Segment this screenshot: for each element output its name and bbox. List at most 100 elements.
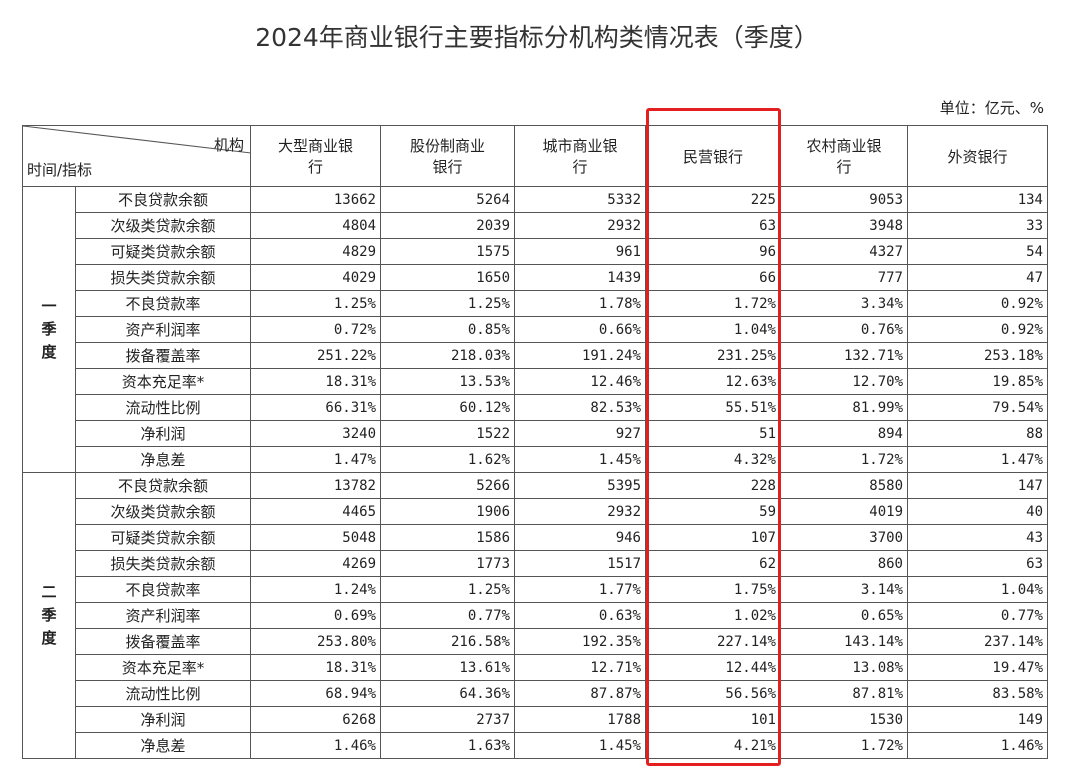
value-cell: 3240 bbox=[250, 420, 381, 447]
value-cell: 18.31% bbox=[250, 368, 381, 395]
value-cell: 3948 bbox=[780, 212, 908, 239]
column-header-text: 外资银行 bbox=[947, 147, 1008, 166]
value-cell: 19.85% bbox=[907, 368, 1048, 395]
value-cell: 88 bbox=[907, 420, 1048, 447]
value-cell: 961 bbox=[514, 238, 646, 265]
data-row: 资本充足率* 18.31% 13.53% 12.46% 12.63% 12.70% 19.8… bbox=[23, 368, 1048, 395]
column-header-text: 股份制商业银行 bbox=[410, 137, 486, 176]
column-header: 股份制商业银行 bbox=[380, 125, 515, 187]
data-row: 净利润 3240 1522 927 51 894 88 bbox=[23, 420, 1048, 447]
value-cell: 5264 bbox=[380, 186, 515, 213]
value-cell: 1.04% bbox=[907, 576, 1048, 603]
value-cell: 0.92% bbox=[907, 290, 1048, 317]
value-cell: 13782 bbox=[250, 472, 381, 499]
value-cell: 4829 bbox=[250, 238, 381, 265]
indicator: 资产利润率 bbox=[75, 316, 251, 343]
indicator-table: 机构 时间/指标 大型商业银行 股份制商业银行 城市商业银行 民营银行 农村商业银行 外资银行… bbox=[22, 125, 1048, 759]
value-cell: 1.45% bbox=[514, 732, 646, 759]
group-label: 二季度 bbox=[41, 582, 57, 648]
column-header: 农村商业银行 bbox=[780, 125, 908, 187]
value-cell: 149 bbox=[907, 706, 1048, 733]
value-cell: 13.08% bbox=[780, 654, 908, 681]
value-cell: 253.18% bbox=[907, 342, 1048, 369]
value-cell: 5048 bbox=[250, 524, 381, 551]
value-cell: 4269 bbox=[250, 550, 381, 577]
column-header-text: 民营银行 bbox=[682, 147, 743, 166]
value-cell: 68.94% bbox=[250, 680, 381, 707]
value-cell: 1575 bbox=[380, 238, 515, 265]
data-row: 流动性比例 66.31% 60.12% 82.53% 55.51% 81.99% 79.54… bbox=[23, 394, 1048, 421]
indicator: 不良贷款余额 bbox=[75, 472, 251, 499]
value-cell: 2737 bbox=[380, 706, 515, 733]
value-cell: 8580 bbox=[780, 472, 908, 499]
value-cell: 1.78% bbox=[514, 290, 646, 317]
indicator: 损失类贷款余额 bbox=[75, 550, 251, 577]
value-cell: 1773 bbox=[380, 550, 515, 577]
indicator: 流动性比例 bbox=[75, 680, 251, 707]
value-cell: 13.61% bbox=[380, 654, 515, 681]
unit-label: 单位：亿元、% bbox=[939, 99, 1044, 117]
value-cell: 1517 bbox=[514, 550, 646, 577]
value-cell: 1522 bbox=[380, 420, 515, 447]
value-cell: 1788 bbox=[514, 706, 646, 733]
value-cell: 147 bbox=[907, 472, 1048, 499]
value-cell: 894 bbox=[780, 420, 908, 447]
group-label: 一季度 bbox=[41, 296, 57, 362]
value-cell: 3700 bbox=[780, 524, 908, 551]
indicator: 净利润 bbox=[75, 420, 251, 447]
value-cell: 1.62% bbox=[380, 446, 515, 473]
value-cell: 4029 bbox=[250, 264, 381, 291]
indicator: 资产利润率 bbox=[75, 602, 251, 629]
value-cell: 96 bbox=[645, 238, 781, 265]
value-cell: 4019 bbox=[780, 498, 908, 525]
title: 2024年商业银行主要指标分机构类情况表（季度） bbox=[255, 23, 819, 52]
value-cell: 107 bbox=[645, 524, 781, 551]
value-cell: 860 bbox=[780, 550, 908, 577]
value-cell: 1.02% bbox=[645, 602, 781, 629]
value-cell: 2932 bbox=[514, 498, 646, 525]
value-cell: 777 bbox=[780, 264, 908, 291]
indicator: 净息差 bbox=[75, 446, 251, 473]
data-row: 不良贷款率 1.25% 1.25% 1.78% 1.72% 3.34% 0.92% bbox=[23, 290, 1048, 317]
table-body: 机构 时间/指标 大型商业银行 股份制商业银行 城市商业银行 民营银行 农村商业银行 外资银行… bbox=[22, 125, 1048, 759]
value-cell: 134 bbox=[907, 186, 1048, 213]
data-row: 资本充足率* 18.31% 13.61% 12.71% 12.44% 13.08% 19.4… bbox=[23, 654, 1048, 681]
value-cell: 132.71% bbox=[780, 342, 908, 369]
value-cell: 1530 bbox=[780, 706, 908, 733]
value-cell: 12.71% bbox=[514, 654, 646, 681]
value-cell: 0.77% bbox=[380, 602, 515, 629]
value-cell: 6268 bbox=[250, 706, 381, 733]
data-row: 损失类贷款余额 4269 1773 1517 62 860 63 bbox=[23, 550, 1048, 577]
indicator: 不良贷款率 bbox=[75, 290, 251, 317]
value-cell: 237.14% bbox=[907, 628, 1048, 655]
value-cell: 1.47% bbox=[907, 446, 1048, 473]
indicator: 次级类贷款余额 bbox=[75, 498, 251, 525]
data-row: 可疑类贷款余额 4829 1575 961 96 4327 54 bbox=[23, 238, 1048, 265]
value-cell: 927 bbox=[514, 420, 646, 447]
value-cell: 4465 bbox=[250, 498, 381, 525]
value-cell: 59 bbox=[645, 498, 781, 525]
value-cell: 82.53% bbox=[514, 394, 646, 421]
data-row: 资产利润率 0.69% 0.77% 0.63% 1.02% 0.65% 0.77% bbox=[23, 602, 1048, 629]
value-cell: 1.63% bbox=[380, 732, 515, 759]
value-cell: 4.21% bbox=[645, 732, 781, 759]
data-row: 流动性比例 68.94% 64.36% 87.87% 56.56% 87.81% 83.58… bbox=[23, 680, 1048, 707]
value-cell: 4.32% bbox=[645, 446, 781, 473]
value-cell: 60.12% bbox=[380, 394, 515, 421]
column-header-text: 大型商业银行 bbox=[278, 137, 354, 176]
indicator: 净利润 bbox=[75, 706, 251, 733]
data-row: 拨备覆盖率 251.22% 218.03% 191.24% 231.25% 132.71%… bbox=[23, 342, 1048, 369]
value-cell: 0.92% bbox=[907, 316, 1048, 343]
value-cell: 87.87% bbox=[514, 680, 646, 707]
data-row: 不良贷款率 1.24% 1.25% 1.77% 1.75% 3.14% 1.04% bbox=[23, 576, 1048, 603]
diagonal bbox=[23, 126, 250, 154]
data-row: 净息差 1.46% 1.63% 1.45% 4.21% 1.72% 1.46% bbox=[23, 732, 1048, 759]
value-cell: 1.46% bbox=[250, 732, 381, 759]
value-cell: 227.14% bbox=[645, 628, 781, 655]
corner-top: 机构 bbox=[213, 136, 244, 154]
value-cell: 5266 bbox=[380, 472, 515, 499]
value-cell: 192.35% bbox=[514, 628, 646, 655]
value-cell: 43 bbox=[907, 524, 1048, 551]
indicator: 资本充足率* bbox=[75, 368, 251, 395]
data-row: 损失类贷款余额 4029 1650 1439 66 777 47 bbox=[23, 264, 1048, 291]
